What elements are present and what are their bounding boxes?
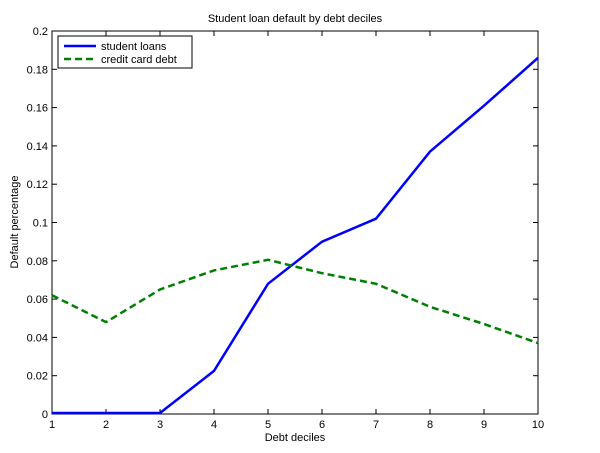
series-line-student-loans — [52, 58, 538, 413]
y-tick-label: 0.1 — [33, 218, 48, 230]
x-tick-label: 3 — [157, 419, 163, 431]
x-tick-label: 1 — [49, 419, 55, 431]
x-tick-label: 5 — [265, 419, 271, 431]
y-tick-label: 0.18 — [27, 64, 48, 76]
y-tick-label: 0.16 — [27, 103, 48, 115]
x-tick-label: 10 — [532, 419, 544, 431]
y-tick-label: 0.06 — [27, 294, 48, 306]
x-tick-label: 4 — [211, 419, 217, 431]
plot-frame — [52, 31, 538, 414]
x-tick-label: 6 — [319, 419, 325, 431]
y-tick-label: 0.12 — [27, 179, 48, 191]
legend-label: student loans — [101, 41, 167, 53]
y-tick-label: 0.2 — [33, 26, 48, 38]
y-tick-label: 0.08 — [27, 256, 48, 268]
y-tick-label: 0.14 — [27, 141, 48, 153]
x-tick-label: 2 — [103, 419, 109, 431]
x-tick-label: 7 — [373, 419, 379, 431]
y-tick-label: 0 — [42, 409, 48, 421]
y-tick-label: 0.02 — [27, 371, 48, 383]
legend-label: credit card debt — [101, 54, 177, 66]
y-axis-label: Default percentage — [9, 176, 21, 269]
plot-area: 1 2 3 4 5 6 7 8 9 10 0 0.02 0.04 0.06 0.08 0.1 0.12 0.14 0… — [27, 26, 545, 431]
chart-title: Student loan default by debt deciles — [208, 13, 383, 25]
series-line-credit-card-debt — [52, 260, 538, 343]
y-tick-label: 0.04 — [27, 332, 48, 344]
x-axis-label: Debt deciles — [265, 432, 326, 444]
x-tick-label: 9 — [481, 419, 487, 431]
x-tick-label: 8 — [427, 419, 433, 431]
